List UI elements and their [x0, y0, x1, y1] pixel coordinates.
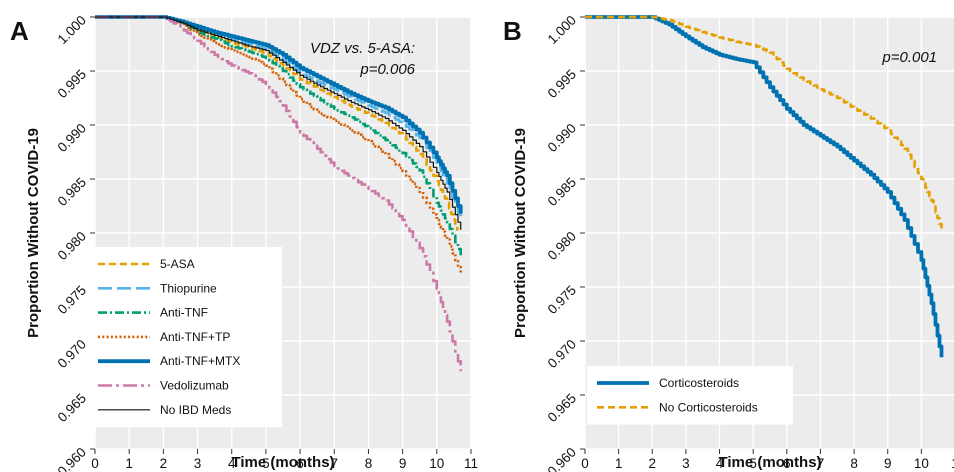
x-tick-label: 1	[125, 456, 133, 471]
x-tick-label: 0	[91, 456, 99, 471]
x-axis-title: Time (months)	[718, 454, 821, 471]
panel-letter: A	[10, 16, 29, 46]
legend-label: No IBD Meds	[160, 403, 231, 417]
x-tick-label: 3	[682, 456, 690, 471]
x-tick-label: 4	[716, 456, 724, 471]
p-value-annotation: p=0.001	[881, 49, 937, 66]
y-axis-title: Proportion Without COVID-19	[25, 128, 42, 338]
series-line-no-corticosteroids	[585, 15, 943, 230]
y-tick-label: 0.985	[55, 175, 90, 210]
x-axis-title: Time (months)	[231, 454, 334, 471]
x-tick-label: 10	[429, 456, 444, 471]
legend-label: Corticosteroids	[659, 376, 739, 390]
x-tick-label: 9	[884, 456, 892, 471]
x-tick-label: 10	[914, 456, 929, 471]
legend-label: No Corticosteroids	[659, 400, 758, 414]
x-tick-label: 8	[365, 456, 373, 471]
x-tick-label: 7	[817, 456, 825, 471]
x-tick-label: 0	[581, 456, 589, 471]
x-tick-label: 8	[850, 456, 858, 471]
x-tick-label: 11	[464, 456, 478, 471]
x-tick-label: 5	[262, 456, 270, 471]
x-tick-label: 4	[228, 456, 236, 471]
series-line-anti-tnf	[95, 15, 462, 256]
x-tick-label: 1	[951, 456, 954, 471]
y-tick-label: 1.000	[55, 13, 90, 48]
series-line-anti-tnf-tp	[95, 15, 462, 274]
p-value-annotation: VDZ vs. 5-ASA:	[310, 40, 415, 57]
x-tick-label: 2	[160, 456, 168, 471]
y-tick-label: 0.960	[545, 445, 580, 472]
y-tick-label: 0.990	[545, 121, 580, 156]
y-tick-label: 0.965	[545, 391, 580, 426]
y-tick-label: 0.990	[55, 121, 90, 156]
chart-panel-a: 0.960 0.965 0.970 0.975 0.980 0.985 0.990 0.995…	[10, 13, 478, 472]
panel-letter: B	[503, 16, 522, 46]
y-tick-label: 0.960	[55, 445, 90, 472]
x-tick-label: 3	[194, 456, 202, 471]
x-tick-label: 7	[331, 456, 339, 471]
x-tick-label: 9	[399, 456, 407, 471]
y-tick-label: 0.975	[55, 283, 90, 318]
legend-label: Thiopurine	[160, 281, 217, 295]
series-line-anti-tnf-mtx	[95, 15, 463, 214]
y-tick-label: 0.970	[55, 337, 90, 372]
series-line-5-asa	[95, 15, 459, 231]
y-tick-label: 0.985	[545, 175, 580, 210]
y-tick-label: 0.965	[55, 391, 90, 426]
x-tick-label: 6	[783, 456, 791, 471]
y-tick-label: 0.980	[55, 229, 90, 264]
legend-box	[587, 366, 793, 425]
x-tick-label: 6	[296, 456, 304, 471]
y-tick-label: 1.000	[545, 13, 580, 48]
legend-label: Anti-TNF+MTX	[160, 354, 240, 368]
series-line-vedolizumab	[95, 15, 462, 372]
legend-label: Anti-TNF+TP	[160, 330, 230, 344]
legend-label: Vedolizumab	[160, 379, 229, 393]
y-axis-title: Proportion Without COVID-19	[512, 128, 529, 338]
chart-panel-b: 0.960 0.965 0.970 0.975 0.980 0.985 0.990 0.995…	[503, 13, 954, 472]
series-line-no-ibd-meds	[95, 16, 462, 230]
y-tick-label: 0.970	[545, 337, 580, 372]
y-tick-label: 0.975	[545, 283, 580, 318]
y-tick-label: 0.995	[55, 67, 90, 102]
x-tick-label: 2	[649, 456, 657, 471]
y-tick-label: 0.995	[545, 67, 580, 102]
y-tick-label: 0.980	[545, 229, 580, 264]
legend-label: Anti-TNF	[160, 306, 208, 320]
x-tick-label: 1	[615, 456, 623, 471]
p-value-annotation: p=0.006	[359, 61, 415, 78]
series-line-corticosteroids	[585, 15, 944, 358]
legend-label: 5-ASA	[160, 257, 195, 271]
x-tick-label: 5	[749, 456, 757, 471]
